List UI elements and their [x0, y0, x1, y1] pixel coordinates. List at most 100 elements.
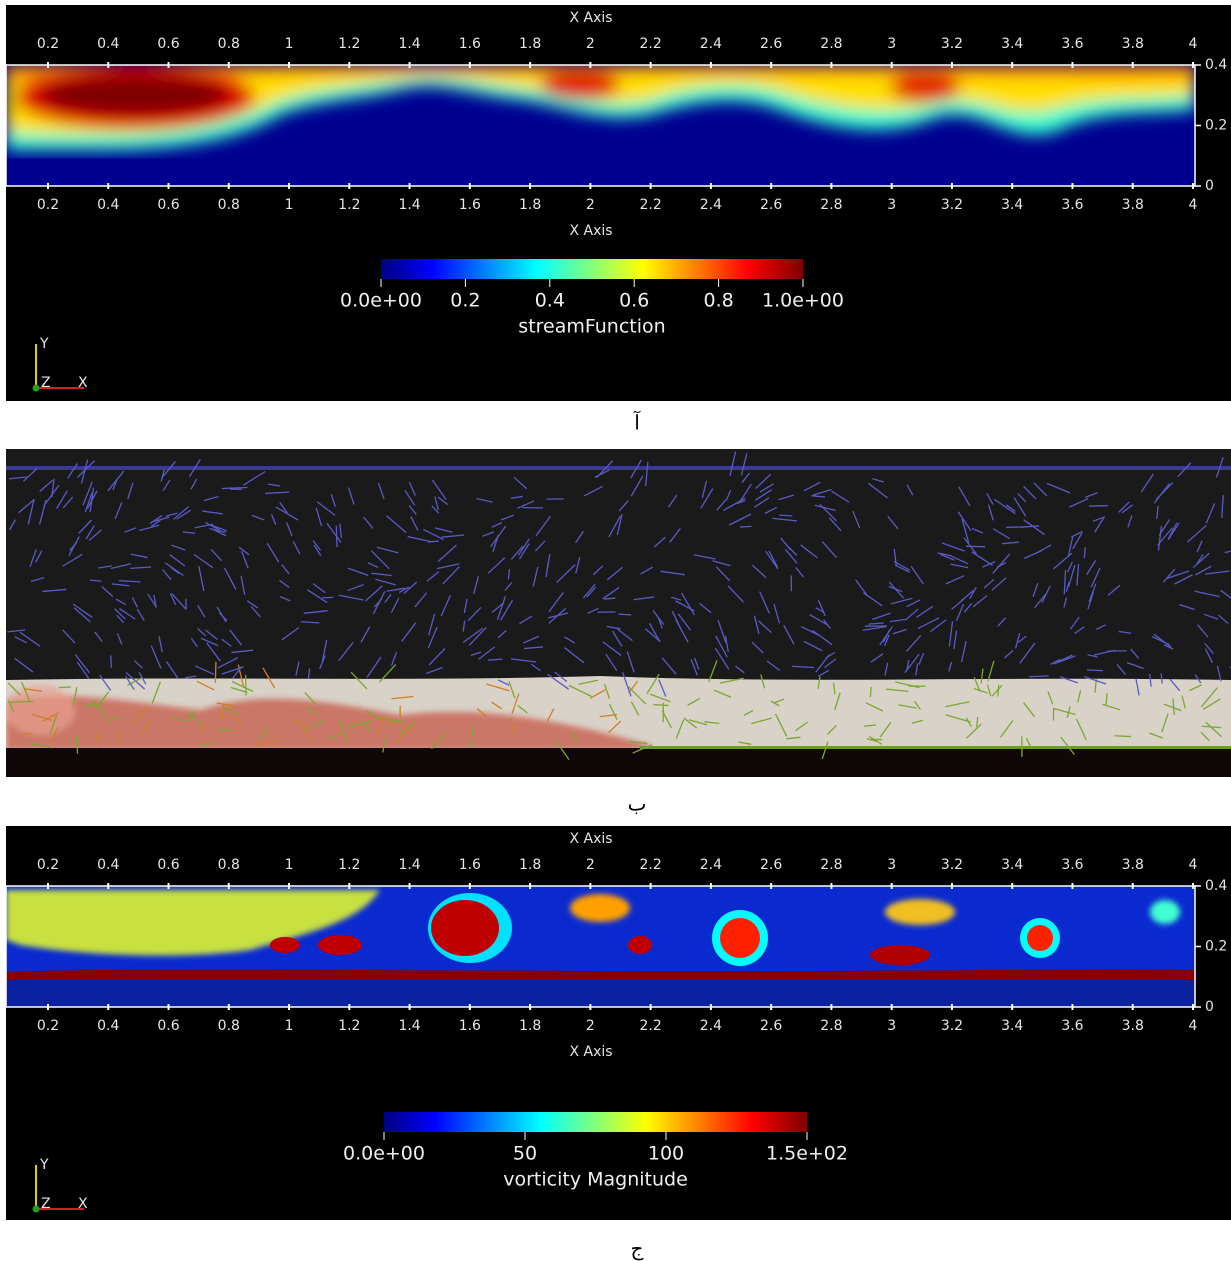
x-tick-label: 3.8 — [1122, 36, 1144, 52]
triad-label: Z — [41, 375, 51, 391]
x-tick-label: 2.8 — [820, 1018, 842, 1034]
vector-arrow — [111, 655, 112, 667]
x-tick-label: 2.2 — [639, 197, 661, 213]
x-tick-label: 2 — [586, 857, 595, 873]
x-tick-label: 1.4 — [398, 1018, 420, 1034]
x-tick-label: 0.8 — [218, 197, 240, 213]
vector-arrow — [217, 730, 234, 731]
x-tick-label: 3 — [887, 857, 896, 873]
triad-z — [33, 385, 40, 392]
x-tick-label: 4 — [1189, 857, 1198, 873]
x-tick-label: 1.8 — [519, 1018, 541, 1034]
x-tick-label: 3.4 — [1001, 857, 1023, 873]
vector-arrow — [1114, 736, 1131, 737]
x-tick-label: 0.8 — [218, 1018, 240, 1034]
x-tick-label: 0.8 — [218, 857, 240, 873]
x-tick-label: 3.2 — [941, 36, 963, 52]
x-tick-label: 0.4 — [97, 1018, 119, 1034]
colorbar-label: 0.0e+00 — [343, 1143, 425, 1165]
x-tick-label: 3.4 — [1001, 1018, 1023, 1034]
vector-arrow — [59, 687, 71, 688]
vector-arrow — [10, 701, 34, 702]
x-tick-label: 2.2 — [639, 1018, 661, 1034]
x-tick-label: 0.2 — [37, 857, 59, 873]
x-tick-label: 0.4 — [97, 857, 119, 873]
caption: ب — [628, 792, 647, 816]
x-tick-label: 3.2 — [941, 1018, 963, 1034]
y-tick-label: 0.2 — [1205, 118, 1227, 134]
vector-arrow — [0, 707, 6, 725]
x-tick-label: 1.6 — [459, 36, 481, 52]
x-tick-label: 2.4 — [700, 857, 722, 873]
vector-arrow — [870, 687, 871, 697]
axis-title: X Axis — [569, 1044, 612, 1060]
x-tick-label: 1.6 — [459, 197, 481, 213]
x-tick-label: 2.8 — [820, 36, 842, 52]
x-tick-label: 1.2 — [338, 197, 360, 213]
colorbar — [381, 259, 803, 279]
colorbar-label: 0.0e+00 — [340, 290, 422, 312]
triad-label: X — [78, 375, 88, 391]
x-tick-label: 1.6 — [459, 1018, 481, 1034]
x-tick-label: 3 — [887, 1018, 896, 1034]
colorbar — [384, 1112, 807, 1132]
vector-arrow — [1087, 670, 1103, 671]
x-tick-label: 3.6 — [1061, 36, 1083, 52]
x-tick-label: 1.2 — [338, 857, 360, 873]
colorbar-label: 0.8 — [703, 290, 733, 312]
vector-arrow — [1029, 676, 1048, 677]
x-tick-label: 2 — [586, 1018, 595, 1034]
x-tick-label: 3.2 — [941, 197, 963, 213]
x-tick-label: 2.2 — [639, 857, 661, 873]
x-tick-label: 3.8 — [1122, 857, 1144, 873]
colorbar-label: 0.6 — [619, 290, 649, 312]
x-tick-label: 2.6 — [760, 197, 782, 213]
triad-z — [33, 1206, 40, 1213]
caption: ج — [631, 1237, 644, 1261]
x-tick-label: 0.6 — [157, 1018, 179, 1034]
colorbar-label: 0.4 — [535, 290, 565, 312]
x-tick-label: 3.2 — [941, 857, 963, 873]
axis-title: X Axis — [569, 10, 612, 26]
x-tick-label: 1.6 — [459, 857, 481, 873]
colorbar-title: vorticity Magnitude — [503, 1169, 688, 1191]
x-tick-label: 0.6 — [157, 197, 179, 213]
x-tick-label: 1.8 — [519, 857, 541, 873]
x-tick-label: 0.4 — [97, 36, 119, 52]
x-tick-label: 1 — [285, 1018, 294, 1034]
x-tick-label: 3.6 — [1061, 1018, 1083, 1034]
vector-arrow — [618, 614, 631, 615]
x-tick-label: 3.4 — [1001, 197, 1023, 213]
axis-title: X Axis — [569, 223, 612, 239]
x-tick-label: 3.8 — [1122, 197, 1144, 213]
y-tick-label: 0.2 — [1205, 939, 1227, 955]
x-tick-label: 1.8 — [519, 36, 541, 52]
triad-label: X — [78, 1196, 88, 1212]
x-tick-label: 1.8 — [519, 197, 541, 213]
x-tick-label: 1.2 — [338, 1018, 360, 1034]
vector-arrow — [1106, 693, 1107, 704]
x-tick-label: 2 — [586, 197, 595, 213]
x-tick-label: 0.2 — [37, 1018, 59, 1034]
colorbar-label: 1.5e+02 — [766, 1143, 848, 1165]
triad-label: Y — [39, 336, 49, 352]
x-tick-label: 4 — [1189, 197, 1198, 213]
x-tick-label: 4 — [1189, 36, 1198, 52]
x-tick-label: 0.4 — [97, 197, 119, 213]
y-tick-label: 0.4 — [1205, 57, 1227, 73]
vector-arrow — [522, 507, 543, 508]
y-tick-label: 0 — [1205, 178, 1214, 194]
colorbar-label: 50 — [513, 1143, 537, 1165]
x-tick-label: 2.6 — [760, 1018, 782, 1034]
colorbar-title: streamFunction — [518, 316, 665, 338]
x-tick-label: 1 — [285, 197, 294, 213]
x-tick-label: 2.6 — [760, 36, 782, 52]
caption: آ — [633, 411, 641, 435]
x-tick-label: 3.8 — [1122, 1018, 1144, 1034]
x-tick-label: 0.6 — [157, 36, 179, 52]
x-tick-label: 0.8 — [218, 36, 240, 52]
triad-label: Y — [39, 1157, 49, 1173]
x-tick-label: 2.6 — [760, 857, 782, 873]
vector-arrow — [215, 662, 216, 683]
x-tick-label: 2.8 — [820, 857, 842, 873]
